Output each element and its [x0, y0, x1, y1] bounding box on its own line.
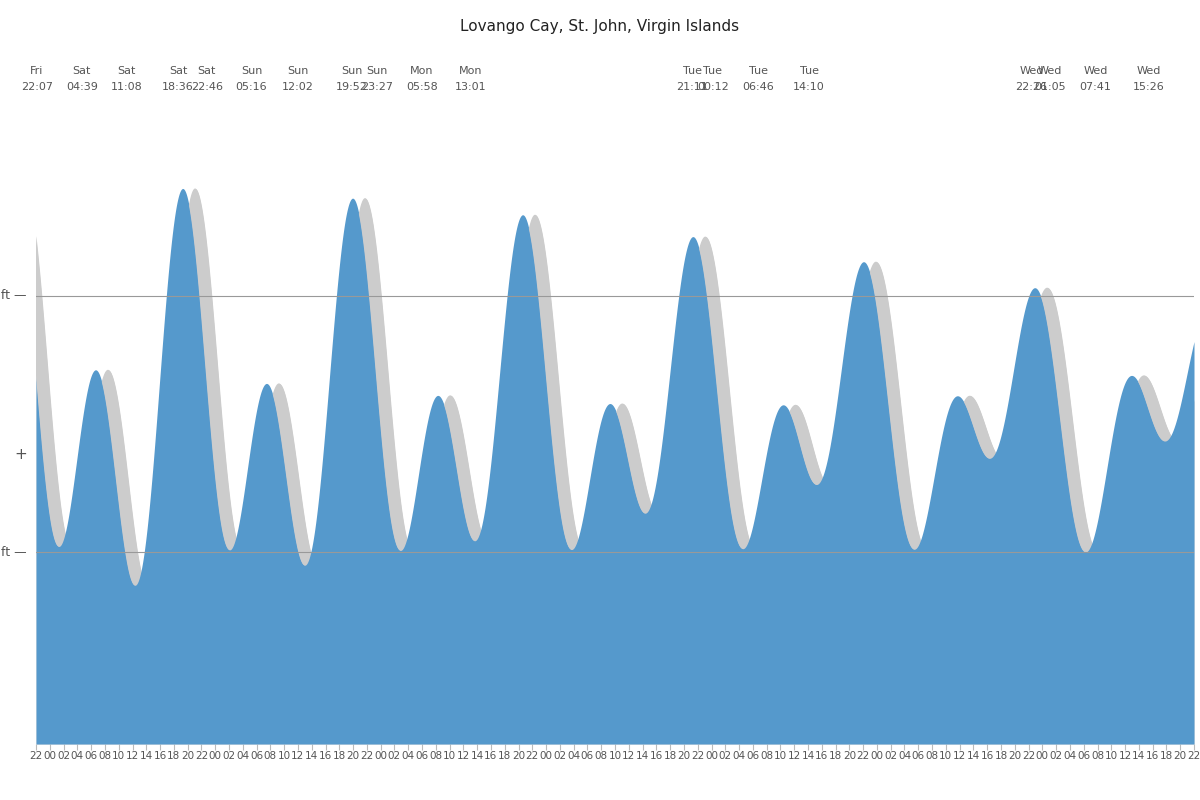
Text: Mon: Mon [410, 66, 433, 76]
Text: Sun: Sun [241, 66, 263, 76]
Text: 19:52: 19:52 [336, 82, 368, 92]
Text: 22:07: 22:07 [20, 82, 53, 92]
Text: 22:26: 22:26 [1015, 82, 1048, 92]
Text: Sun: Sun [288, 66, 308, 76]
Text: 05:58: 05:58 [406, 82, 438, 92]
Text: Tue: Tue [683, 66, 702, 76]
Text: 23:27: 23:27 [361, 82, 392, 92]
Text: 15:26: 15:26 [1133, 82, 1165, 92]
Text: 05:16: 05:16 [235, 82, 268, 92]
Text: Sat: Sat [169, 66, 187, 76]
Text: 01:05: 01:05 [1034, 82, 1066, 92]
Text: 04:39: 04:39 [66, 82, 97, 92]
Text: Sun: Sun [366, 66, 388, 76]
Text: 00:12: 00:12 [697, 82, 728, 92]
Text: 1 ft —: 1 ft — [0, 290, 26, 302]
Text: Sat: Sat [73, 66, 91, 76]
Text: 18:36: 18:36 [162, 82, 194, 92]
Text: 0 ft —: 0 ft — [0, 546, 26, 558]
Text: Sat: Sat [198, 66, 216, 76]
Text: 06:46: 06:46 [743, 82, 774, 92]
Text: Sun: Sun [342, 66, 362, 76]
Text: +: + [14, 447, 26, 462]
Text: Tue: Tue [749, 66, 768, 76]
Text: 07:41: 07:41 [1079, 82, 1111, 92]
Text: Tue: Tue [703, 66, 722, 76]
Text: Wed: Wed [1084, 66, 1108, 76]
Text: Wed: Wed [1136, 66, 1160, 76]
Text: 22:46: 22:46 [191, 82, 223, 92]
Text: 12:02: 12:02 [282, 82, 314, 92]
Text: 13:01: 13:01 [455, 82, 486, 92]
Text: Wed: Wed [1038, 66, 1062, 76]
Text: 11:08: 11:08 [110, 82, 143, 92]
Text: Mon: Mon [458, 66, 482, 76]
Text: Tue: Tue [799, 66, 818, 76]
Text: Fri: Fri [30, 66, 43, 76]
Text: Sat: Sat [118, 66, 136, 76]
Text: 14:10: 14:10 [793, 82, 826, 92]
Text: Wed: Wed [1019, 66, 1044, 76]
Text: 21:11: 21:11 [677, 82, 708, 92]
Text: Lovango Cay, St. John, Virgin Islands: Lovango Cay, St. John, Virgin Islands [461, 18, 739, 34]
